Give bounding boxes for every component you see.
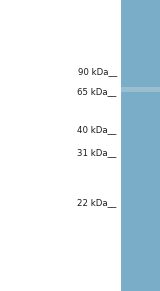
Text: 40 kDa__: 40 kDa__ [77, 125, 117, 134]
Text: 22 kDa__: 22 kDa__ [77, 198, 117, 207]
Bar [121, 87, 160, 92]
Text: 65 kDa__: 65 kDa__ [77, 87, 117, 96]
Text: 90 kDa__: 90 kDa__ [78, 67, 117, 76]
Bar [121, 0, 160, 291]
Text: 31 kDa__: 31 kDa__ [77, 148, 117, 157]
